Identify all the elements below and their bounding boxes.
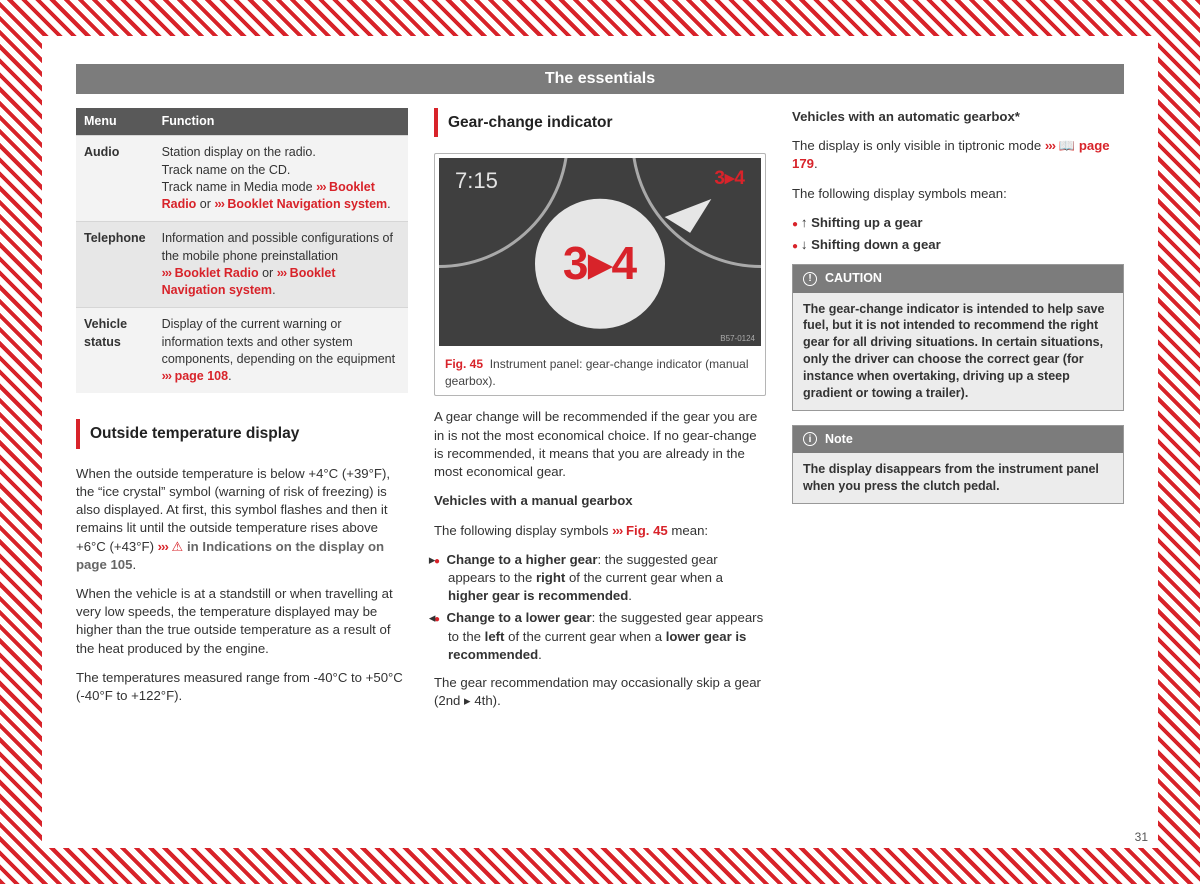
menu-cell: Audio	[76, 136, 154, 222]
warning-triangle-icon: ⚠	[172, 539, 184, 554]
figure-caption: Fig. 45 Instrument panel: gear-change in…	[435, 350, 765, 395]
figure-box: 7:15 3▸4 3▸4 B57-0124 Fig. 45 Instrument…	[434, 153, 766, 396]
caution-icon: !	[803, 272, 817, 286]
chevron-icon: ›››	[162, 369, 172, 383]
list-item: ◂ Change to a lower gear: the suggested …	[434, 609, 766, 664]
content-columns: Menu Function Audio Station display on t…	[76, 108, 1124, 722]
paragraph: The following display symbols ››› Fig. 4…	[434, 522, 766, 540]
caution-header: ! CAUTION	[793, 265, 1123, 292]
menu-cell: Telephone	[76, 222, 154, 308]
link-booklet-radio[interactable]: Booklet Radio	[175, 266, 259, 280]
chevron-icon: ›››	[1045, 138, 1055, 153]
th-function: Function	[154, 108, 408, 136]
func-cell: Information and possible configurations …	[154, 222, 408, 308]
list-item: ▸ Change to a higher gear: the suggested…	[434, 551, 766, 606]
page-number: 31	[1135, 830, 1148, 844]
instrument-display: 7:15 3▸4 3▸4 B57-0124	[439, 158, 761, 346]
column-right: Vehicles with an automatic gearbox* The …	[792, 108, 1124, 722]
paragraph: The gear recommendation may occasionally…	[434, 674, 766, 710]
gear-bubble: 3▸4	[535, 199, 665, 329]
func-cell: Display of the current warning or inform…	[154, 308, 408, 394]
chevron-icon: ›››	[316, 180, 326, 194]
chevron-icon: ›››	[162, 266, 172, 280]
chevron-icon: ›››	[612, 523, 622, 538]
column-left: Menu Function Audio Station display on t…	[76, 108, 408, 722]
link-booklet-nav[interactable]: Booklet Navigation system	[227, 197, 387, 211]
page-header: The essentials	[76, 64, 1124, 94]
paragraph: A gear change will be recommended if the…	[434, 408, 766, 481]
list-item: ↓ Shifting down a gear	[792, 236, 1124, 254]
subheading: Vehicles with an automatic gearbox*	[792, 108, 1124, 126]
manual-page: The essentials Menu Function Audio Stati…	[42, 36, 1158, 848]
chevron-icon: ›››	[214, 197, 224, 211]
book-icon: 📖	[1059, 138, 1075, 153]
note-box: i Note The display disappears from the i…	[792, 425, 1124, 504]
subheading: Vehicles with a manual gearbox	[434, 492, 766, 510]
paragraph: The temperatures measured range from -40…	[76, 669, 408, 705]
chevron-icon: ›››	[277, 266, 287, 280]
link-fig45[interactable]: Fig. 45	[626, 523, 668, 538]
menu-cell: Vehicle status	[76, 308, 154, 394]
caution-body: The gear-change indicator is intended to…	[793, 293, 1123, 410]
table-row: Audio Station display on the radio. Trac…	[76, 136, 408, 222]
table-row: Telephone Information and possible confi…	[76, 222, 408, 308]
image-code: B57-0124	[720, 333, 755, 344]
display-gear-small: 3▸4	[714, 166, 745, 192]
section-heading: Gear-change indicator	[434, 108, 766, 137]
info-icon: i	[803, 432, 817, 446]
figure-number: Fig. 45	[445, 357, 483, 371]
bullet-list: ↑ Shifting up a gear ↓ Shifting down a g…	[792, 214, 1124, 254]
display-time: 7:15	[455, 166, 498, 196]
list-item: ↑ Shifting up a gear	[792, 214, 1124, 232]
menu-table: Menu Function Audio Station display on t…	[76, 108, 408, 393]
caution-box: ! CAUTION The gear-change indicator is i…	[792, 264, 1124, 411]
link-page-108[interactable]: page 108	[175, 369, 229, 383]
paragraph: When the outside temperature is below +4…	[76, 465, 408, 574]
paragraph: When the vehicle is at a standstill or w…	[76, 585, 408, 658]
bullet-list: ▸ Change to a higher gear: the suggested…	[434, 551, 766, 664]
note-body: The display disappears from the instrume…	[793, 453, 1123, 503]
column-middle: Gear-change indicator 7:15 3▸4 3▸4 B57-0…	[434, 108, 766, 722]
paragraph: The following display symbols mean:	[792, 185, 1124, 203]
func-cell: Station display on the radio. Track name…	[154, 136, 408, 222]
chevron-icon: ›››	[158, 539, 168, 554]
table-row: Vehicle status Display of the current wa…	[76, 308, 408, 394]
section-heading: Outside temperature display	[76, 419, 408, 448]
note-header: i Note	[793, 426, 1123, 453]
paragraph: The display is only visible in tiptronic…	[792, 137, 1124, 173]
th-menu: Menu	[76, 108, 154, 136]
